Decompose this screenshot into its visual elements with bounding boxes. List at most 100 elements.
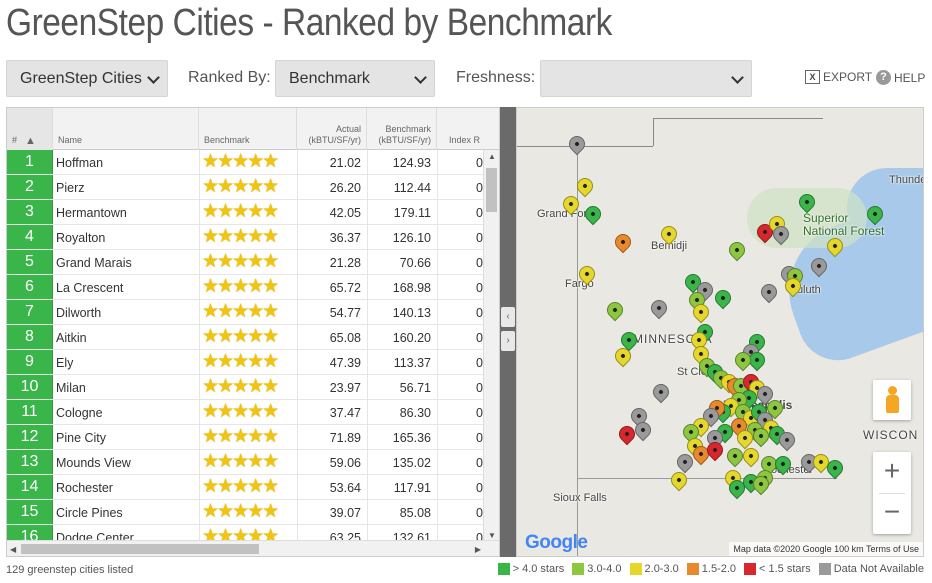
index-value: 0: [476, 381, 483, 395]
result-count: 129 greenstep cities listed: [6, 564, 134, 576]
map-pin-icon[interactable]: [565, 132, 589, 156]
city-name: Mounds View: [56, 456, 131, 470]
rank-cell: 5: [7, 250, 53, 274]
rank-cell: 9: [7, 350, 53, 374]
actual-value: 53.64: [329, 481, 361, 495]
actual-value: 59.06: [329, 456, 361, 470]
scroll-down-icon[interactable]: ▼: [488, 531, 496, 540]
star-rating: ★★★★★: [202, 401, 279, 422]
freshness-select[interactable]: [540, 60, 752, 97]
actual-value: 42.05: [329, 206, 361, 220]
table-row[interactable]: 6 La Crescent ★★★★★ 65.72 168.98 0: [7, 275, 485, 300]
rank-cell: 2: [7, 175, 53, 199]
scroll-up-icon[interactable]: ▲: [488, 152, 496, 161]
column-header-index[interactable]: Index R: [437, 108, 499, 150]
city-name: Grand Marais: [56, 256, 132, 270]
expand-right-icon[interactable]: ›: [501, 331, 515, 351]
legend-item: < 1.5 stars: [744, 563, 811, 575]
table-row[interactable]: 12 Pine City ★★★★★ 71.89 165.36 0: [7, 425, 485, 450]
table-row[interactable]: 15 Circle Pines ★★★★★ 39.07 85.08 0: [7, 500, 485, 525]
table-row[interactable]: 11 Cologne ★★★★★ 37.47 86.30 0: [7, 400, 485, 425]
column-header-benchmark-value-label: Benchmark (kBTU/SF/yr): [378, 124, 432, 145]
street-view-pegman-icon[interactable]: [873, 380, 911, 420]
index-value: 0: [476, 531, 483, 545]
legend-label: 1.5-2.0: [701, 563, 737, 575]
collapse-left-icon[interactable]: ‹: [501, 307, 515, 327]
map-pin-icon[interactable]: [667, 468, 691, 492]
zoom-out-button[interactable]: −: [883, 496, 901, 527]
star-rating: ★★★★★: [202, 276, 279, 297]
horizontal-scroll-thumb[interactable]: [21, 544, 259, 554]
star-rating: ★★★★★: [202, 351, 279, 372]
page-title: GreenStep Cities - Ranked by Benchmark: [6, 2, 612, 44]
google-logo: Google: [525, 532, 588, 553]
city-name: Royalton: [56, 231, 106, 245]
map-label-thunder-bay: Thunde: [889, 174, 924, 186]
actual-value: 71.89: [329, 431, 361, 445]
export-button[interactable]: X EXPORT: [805, 70, 872, 84]
actual-value: 37.47: [329, 406, 361, 420]
map-pin-icon[interactable]: [711, 286, 735, 310]
table-row[interactable]: 4 Royalton ★★★★★ 36.37 126.10 0: [7, 225, 485, 250]
help-button[interactable]: ? HELP: [876, 70, 925, 85]
column-header-name[interactable]: Name: [53, 108, 199, 150]
table-row[interactable]: 7 Dilworth ★★★★★ 54.77 140.13 0: [7, 300, 485, 325]
column-header-benchmark[interactable]: Benchmark: [199, 108, 297, 150]
table-row[interactable]: 1 Hoffman ★★★★★ 21.02 124.93 0: [7, 150, 485, 175]
panel-splitter[interactable]: ‹ ›: [500, 107, 516, 557]
star-rating: ★★★★★: [202, 501, 279, 522]
table-row[interactable]: 2 Pierz ★★★★★ 26.20 112.44 0: [7, 175, 485, 200]
rank-cell: 6: [7, 275, 53, 299]
map-pin-icon[interactable]: [649, 380, 673, 404]
legend-swatch: [744, 563, 757, 575]
vertical-scrollbar[interactable]: ▲ ▼: [483, 150, 499, 542]
scroll-right-icon[interactable]: ▶: [474, 545, 481, 554]
star-rating: ★★★★★: [202, 251, 279, 272]
chevron-down-icon: [414, 71, 427, 84]
city-name: Pine City: [56, 431, 107, 445]
legend-label: > 4.0 stars: [512, 563, 565, 575]
map-attribution[interactable]: Map data ©2020 Google 100 km Terms of Us…: [729, 542, 923, 556]
table-row[interactable]: 14 Rochester ★★★★★ 53.64 117.91 0: [7, 475, 485, 500]
table-row[interactable]: 5 Grand Marais ★★★★★ 21.28 70.66 0: [7, 250, 485, 275]
column-header-benchmark-value[interactable]: Benchmark (kBTU/SF/yr): [367, 108, 437, 150]
dataset-select[interactable]: GreenStep Cities: [6, 60, 168, 97]
table-row[interactable]: 3 Hermantown ★★★★★ 42.05 179.11 0: [7, 200, 485, 225]
ranked-by-select[interactable]: Benchmark: [275, 60, 435, 97]
toolbar: GreenStep Cities Ranked By: Benchmark Fr…: [6, 60, 926, 98]
index-value: 0: [476, 331, 483, 345]
actual-value: 65.08: [329, 331, 361, 345]
legend-label: 3.0-4.0: [587, 563, 622, 575]
table-row[interactable]: 9 Ely ★★★★★ 47.39 113.37 0: [7, 350, 485, 375]
star-rating: ★★★★★: [202, 376, 279, 397]
city-name: Cologne: [56, 406, 103, 420]
star-rating: ★★★★★: [202, 226, 279, 247]
actual-value: 47.39: [329, 356, 361, 370]
table-row[interactable]: 13 Mounds View ★★★★★ 59.06 135.02 0: [7, 450, 485, 475]
column-header-actual[interactable]: Actual (kBTU/SF/yr): [297, 108, 367, 150]
excel-export-icon: X: [805, 70, 820, 84]
index-value: 0: [476, 181, 483, 195]
map-pin-icon[interactable]: [725, 238, 749, 262]
freshness-label: Freshness:: [456, 69, 536, 86]
index-value: 0: [476, 281, 483, 295]
column-header-rank[interactable]: # ▲: [7, 108, 53, 150]
map-pin-icon[interactable]: [603, 298, 627, 322]
legend-item: > 4.0 stars: [497, 563, 565, 575]
vertical-scroll-thumb[interactable]: [486, 168, 497, 212]
scroll-left-icon[interactable]: ◀: [10, 545, 17, 554]
map-pin-icon[interactable]: [581, 202, 605, 226]
rank-cell: 11: [7, 400, 53, 424]
table-body: 1 Hoffman ★★★★★ 21.02 124.93 0 2 Pierz ★★★★★ 26.2…: [7, 150, 485, 550]
map-pin-icon[interactable]: [757, 280, 781, 304]
zoom-in-button[interactable]: +: [883, 455, 901, 486]
benchmark-value: 160.20: [392, 331, 431, 345]
map-view[interactable]: Superior National Forest Thunde Grand Fo…: [516, 107, 924, 557]
index-value: 0: [476, 456, 483, 470]
map-pin-icon[interactable]: [647, 296, 671, 320]
table-row[interactable]: 8 Aitkin ★★★★★ 65.08 160.20 0: [7, 325, 485, 350]
benchmark-value: 112.44: [393, 181, 431, 195]
horizontal-scrollbar[interactable]: ◀ ▶: [7, 540, 499, 556]
table-row[interactable]: 10 Milan ★★★★★ 23.97 56.71 0: [7, 375, 485, 400]
map-pin-icon[interactable]: [611, 230, 635, 254]
